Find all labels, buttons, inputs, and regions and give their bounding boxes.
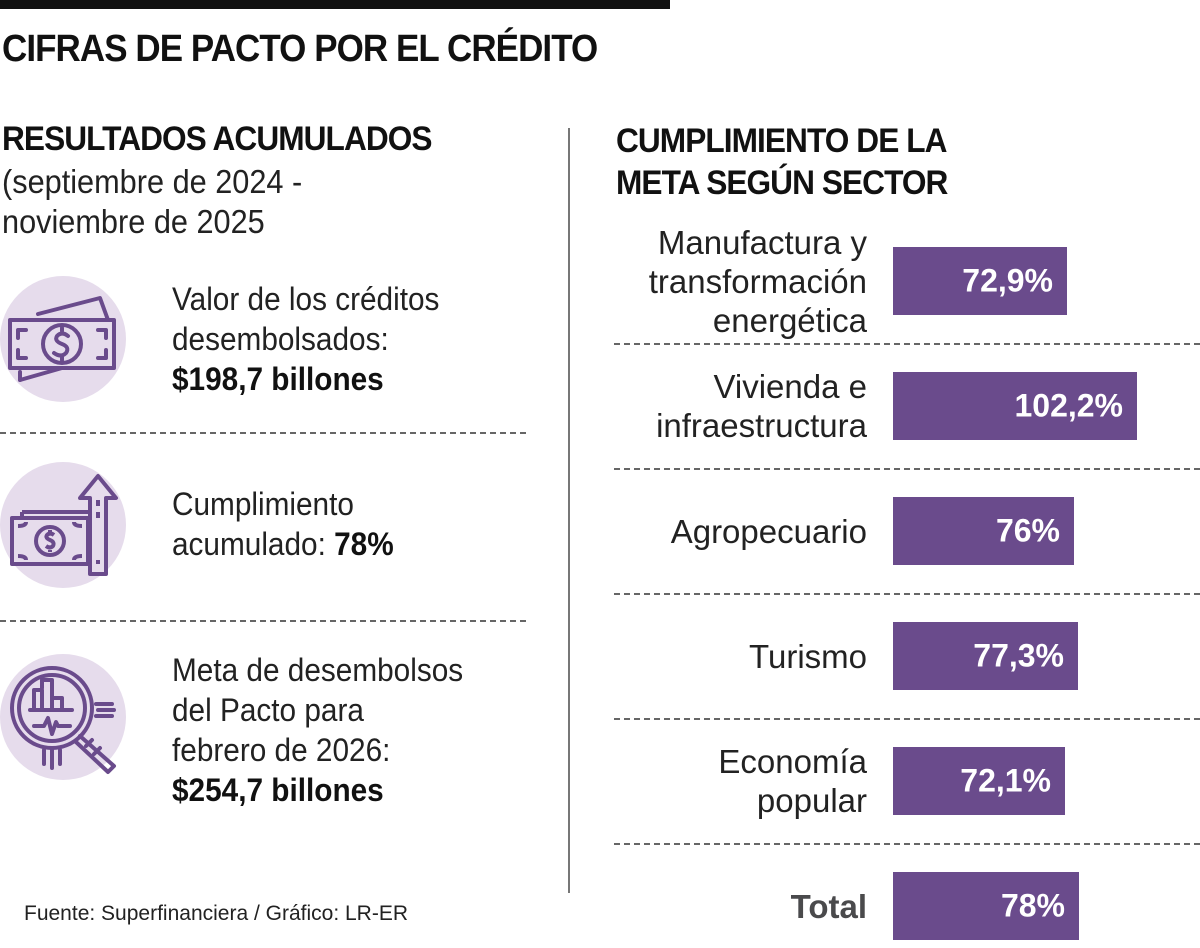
kpi-label: Meta de desembolsos: [172, 652, 464, 688]
kpi-disbursed: Valor de los créditos desembolsados: $19…: [0, 276, 560, 406]
magnifier-chart-icon: [0, 654, 126, 780]
category-label: Turismo: [749, 637, 867, 676]
bar-value-label: 77,3%: [973, 637, 1064, 674]
kpi-label: febrero de 2026:: [172, 732, 391, 768]
kpi-text: Meta de desembolsos del Pacto para febre…: [172, 650, 463, 810]
bar: 76%: [893, 497, 1074, 565]
kpi-compliance: Cumplimiento acumulado: 78%: [0, 462, 560, 592]
row-separator: [614, 593, 1200, 595]
category-label-line: Agropecuario: [670, 512, 867, 550]
heading-line: META SEGÚN SECTOR: [616, 164, 948, 202]
category-label-line: popular: [756, 782, 867, 819]
category-label-line: Vivienda e: [713, 368, 867, 405]
bar-value-label: 72,1%: [960, 762, 1051, 799]
category-label-line: Economía: [718, 743, 867, 780]
kpi-separator: [0, 432, 526, 434]
kpi-goal: Meta de desembolsos del Pacto para febre…: [0, 650, 560, 808]
bar: 72,9%: [893, 247, 1067, 315]
results-heading: RESULTADOS ACUMULADOS: [2, 120, 433, 158]
category-label: Total: [791, 887, 867, 926]
category-label-line: transformación: [648, 262, 867, 300]
kpi-label: Cumplimiento: [172, 486, 354, 522]
kpi-label: acumulado:: [172, 526, 335, 562]
money-bill-icon: [0, 276, 126, 402]
heading-line: CUMPLIMIENTO DE LA: [616, 122, 947, 160]
top-rule: [0, 0, 670, 9]
kpi-label: desembolsados:: [172, 321, 389, 357]
bar: 102,2%: [893, 372, 1137, 440]
period-line: (septiembre de 2024 -: [2, 163, 303, 200]
category-label: Manufactura y transformación energética: [649, 223, 867, 340]
page-title: CIFRAS DE PACTO POR EL CRÉDITO: [2, 28, 598, 70]
column-divider: [568, 128, 570, 893]
category-label: Vivienda e infraestructura: [656, 367, 867, 445]
bar: 78%: [893, 872, 1079, 940]
bar-value-label: 76%: [995, 512, 1060, 549]
kpi-value: $254,7 billones: [172, 772, 384, 808]
row-separator: [614, 343, 1200, 345]
row-separator: [614, 718, 1200, 720]
category-label: Agropecuario: [671, 512, 867, 551]
kpi-value: $198,7 billones: [172, 361, 384, 397]
source-note: Fuente: Superfinanciera / Gráfico: LR-ER: [24, 902, 409, 925]
money-growth-arrow-icon: [0, 462, 126, 588]
bar-value-label: 78%: [1000, 887, 1065, 924]
kpi-text: Valor de los créditos desembolsados: $19…: [172, 279, 439, 399]
category-label-line: Turismo: [749, 637, 867, 675]
sector-heading: CUMPLIMIENTO DE LA META SEGÚN SECTOR: [616, 120, 948, 204]
kpi-value: 78%: [334, 526, 394, 562]
kpi-separator: [0, 620, 526, 622]
category-label-line: energética: [712, 301, 867, 339]
kpi-label: del Pacto para: [172, 692, 364, 728]
kpi-label: Valor de los créditos: [172, 281, 440, 317]
row-separator: [614, 468, 1200, 470]
category-label-line: Total: [790, 887, 867, 925]
bar: 77,3%: [893, 622, 1078, 690]
kpi-text: Cumplimiento acumulado: 78%: [172, 484, 394, 564]
bar-value-label: 72,9%: [962, 262, 1053, 299]
row-separator: [614, 843, 1200, 845]
category-label-line: infraestructura: [656, 407, 867, 444]
bar: 72,1%: [893, 747, 1065, 815]
bar-value-label: 102,2%: [1014, 387, 1123, 424]
results-period: (septiembre de 2024 - noviembre de 2025: [2, 162, 302, 242]
category-label: Economía popular: [718, 742, 867, 820]
category-label-line: Manufactura y: [657, 223, 867, 261]
period-line: noviembre de 2025: [2, 203, 265, 240]
